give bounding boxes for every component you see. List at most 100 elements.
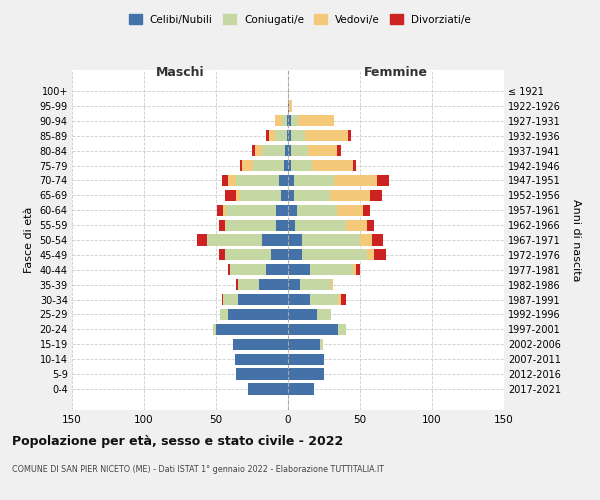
Text: Maschi: Maschi — [155, 66, 205, 79]
Bar — [363, 204, 370, 216]
Bar — [291, 130, 305, 141]
Bar — [288, 324, 338, 335]
Bar — [288, 279, 299, 290]
Bar — [269, 130, 275, 141]
Bar — [299, 279, 331, 290]
Bar — [374, 250, 386, 260]
Bar — [230, 264, 266, 276]
Bar — [236, 368, 288, 380]
Bar — [241, 190, 281, 201]
Bar — [213, 324, 216, 335]
Bar — [288, 160, 291, 171]
Bar — [367, 220, 374, 230]
Bar — [295, 220, 346, 230]
Bar — [288, 234, 302, 246]
Y-axis label: Fasce di età: Fasce di età — [24, 207, 34, 273]
Bar — [235, 354, 288, 365]
Bar — [337, 145, 341, 156]
Bar — [356, 264, 360, 276]
Bar — [317, 309, 331, 320]
Bar — [236, 175, 280, 186]
Bar — [266, 264, 288, 276]
Bar — [262, 145, 285, 156]
Bar — [241, 160, 242, 171]
Bar — [367, 250, 374, 260]
Bar — [287, 130, 288, 141]
Bar — [288, 86, 289, 96]
Bar — [217, 204, 223, 216]
Bar — [223, 204, 226, 216]
Bar — [288, 354, 324, 365]
Bar — [285, 145, 288, 156]
Bar — [353, 160, 356, 171]
Bar — [337, 204, 363, 216]
Bar — [226, 204, 277, 216]
Bar — [281, 190, 288, 201]
Bar — [252, 145, 255, 156]
Bar — [331, 279, 332, 290]
Bar — [197, 234, 208, 246]
Bar — [338, 324, 346, 335]
Bar — [219, 220, 224, 230]
Bar — [298, 115, 334, 126]
Bar — [288, 264, 310, 276]
Bar — [291, 115, 298, 126]
Bar — [219, 250, 224, 260]
Bar — [310, 294, 338, 305]
Bar — [224, 220, 226, 230]
Bar — [253, 160, 284, 171]
Bar — [220, 309, 227, 320]
Bar — [288, 175, 294, 186]
Bar — [320, 338, 323, 350]
Bar — [227, 175, 236, 186]
Bar — [259, 279, 288, 290]
Bar — [313, 160, 353, 171]
Bar — [310, 264, 353, 276]
Bar — [288, 220, 295, 230]
Text: Femmine: Femmine — [364, 66, 428, 79]
Text: COMUNE DI SAN PIER NICETO (ME) - Dati ISTAT 1° gennaio 2022 - Elaborazione TUTTI: COMUNE DI SAN PIER NICETO (ME) - Dati IS… — [12, 465, 384, 474]
Bar — [294, 175, 334, 186]
Bar — [248, 384, 288, 394]
Bar — [255, 145, 262, 156]
Bar — [284, 160, 288, 171]
Bar — [288, 145, 291, 156]
Bar — [271, 250, 288, 260]
Bar — [291, 145, 308, 156]
Bar — [275, 115, 282, 126]
Bar — [224, 190, 236, 201]
Bar — [341, 294, 346, 305]
Bar — [334, 175, 377, 186]
Bar — [346, 220, 367, 230]
Bar — [222, 175, 227, 186]
Bar — [289, 100, 292, 112]
Bar — [371, 234, 383, 246]
Y-axis label: Anni di nascita: Anni di nascita — [571, 198, 581, 281]
Bar — [288, 309, 317, 320]
Bar — [302, 250, 367, 260]
Bar — [227, 309, 288, 320]
Bar — [238, 294, 288, 305]
Bar — [242, 160, 253, 171]
Bar — [233, 338, 288, 350]
Bar — [227, 264, 230, 276]
Bar — [288, 190, 294, 201]
Bar — [223, 294, 238, 305]
Bar — [282, 115, 287, 126]
Bar — [208, 234, 262, 246]
Bar — [288, 294, 310, 305]
Bar — [377, 175, 389, 186]
Bar — [266, 130, 269, 141]
Bar — [236, 279, 238, 290]
Bar — [277, 204, 288, 216]
Bar — [302, 234, 360, 246]
Bar — [338, 294, 341, 305]
Bar — [291, 160, 313, 171]
Bar — [370, 190, 382, 201]
Bar — [288, 338, 320, 350]
Bar — [288, 384, 314, 394]
Bar — [330, 190, 370, 201]
Bar — [288, 368, 324, 380]
Bar — [238, 279, 259, 290]
Bar — [308, 145, 337, 156]
